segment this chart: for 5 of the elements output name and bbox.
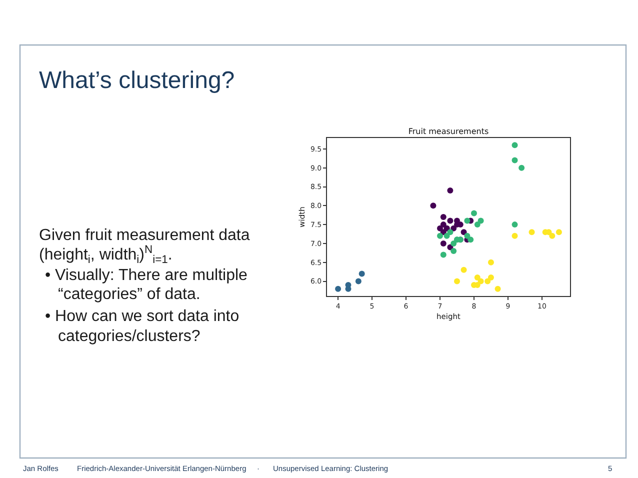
text: Given fruit measurement data (height$_{i}$, width$_{i}$)$^{N}$$_{i=1}$. bbox=[39, 227, 250, 266]
text: • Visually: There are multiple “categories” of data. bbox=[45, 267, 248, 303]
text: What’s clustering? bbox=[39, 67, 235, 94]
chart-title: Fruit measurements bbox=[408, 126, 489, 136]
text: • How can we sort data into categories/clusters? bbox=[45, 308, 240, 345]
